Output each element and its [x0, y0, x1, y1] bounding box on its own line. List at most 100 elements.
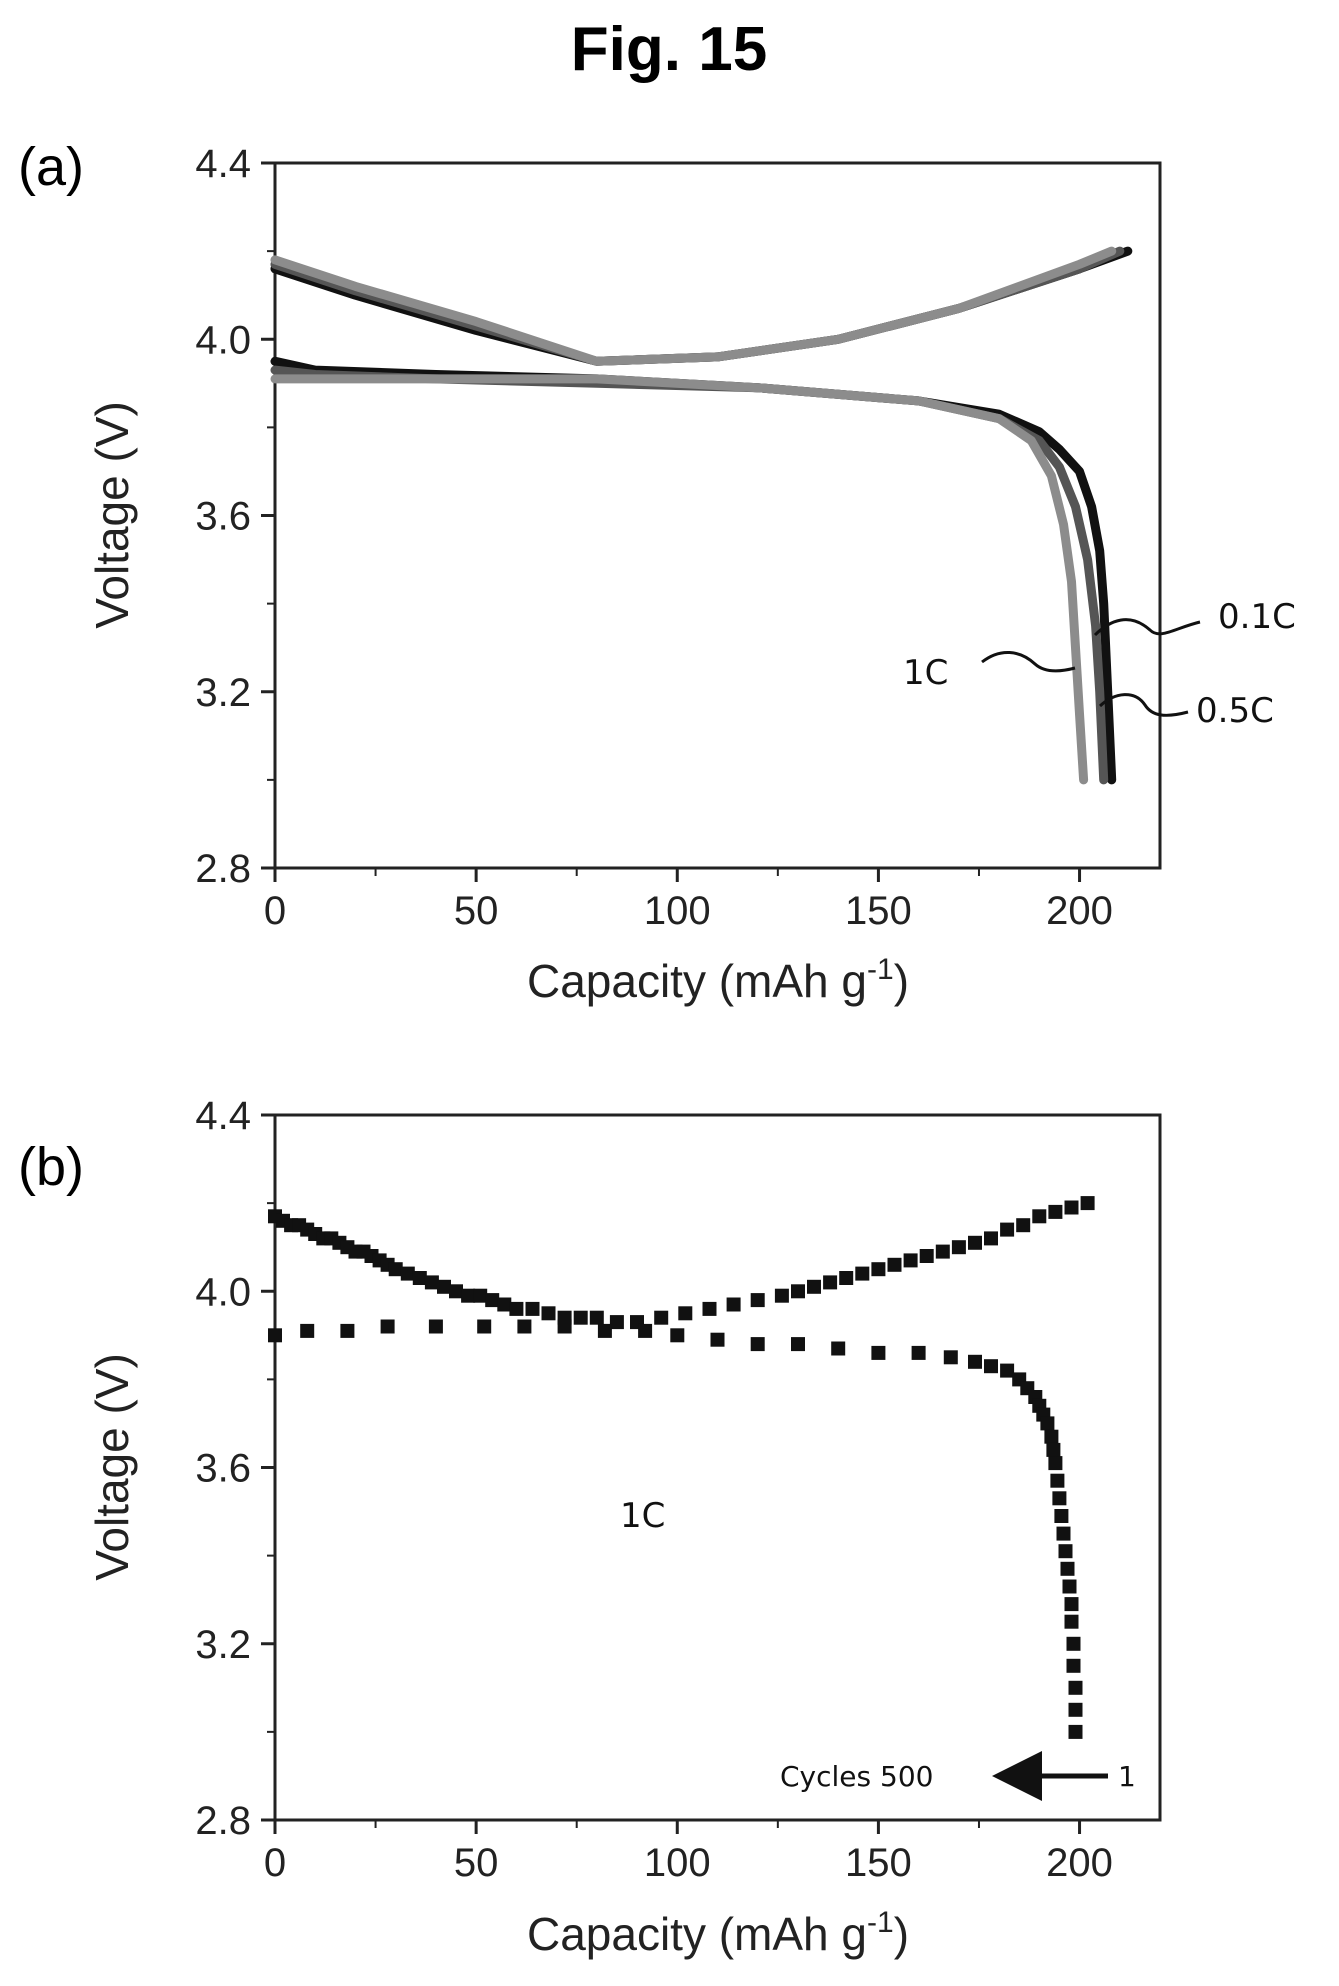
chart-panel-b: (b) 0 50 100 150 200 2.8 3.2 3.6 4.0 4.4 Voltage … [18, 1094, 1162, 1960]
point-charge-43 [855, 1266, 870, 1281]
x-tick-label-a-2: 100 [644, 889, 711, 933]
point-discharge-28 [1046, 1442, 1061, 1457]
point-discharge-14 [831, 1341, 846, 1356]
x-axis-label-a-end: ) [894, 955, 909, 1007]
point-charge-29 [573, 1310, 588, 1325]
leader-0-5c [1098, 693, 1189, 717]
y-tick-label-a-3: 4.0 [195, 318, 251, 362]
x-axis-label-a-sup: -1 [867, 953, 894, 986]
point-discharge-11 [710, 1332, 725, 1347]
plot-frame-a [273, 161, 1162, 870]
point-charge-50 [968, 1235, 982, 1250]
point-charge-56 [1064, 1200, 1079, 1215]
point-charge-40 [807, 1279, 821, 1294]
series-line-05C-discharge [270, 365, 1109, 785]
leader-1c [981, 651, 1076, 673]
y-tick-label-b-0: 2.8 [195, 1799, 251, 1843]
point-discharge-38 [1064, 1614, 1079, 1629]
point-charge-15 [388, 1262, 403, 1277]
point-discharge-27 [1044, 1429, 1059, 1444]
point-charge-35 [702, 1301, 717, 1316]
annotation-cycles-500: Cycles 500 [780, 1760, 933, 1793]
point-charge-45 [887, 1257, 902, 1272]
point-charge-38 [774, 1288, 789, 1303]
point-discharge-36 [1062, 1579, 1077, 1594]
point-discharge-20 [1000, 1363, 1015, 1378]
figure-title: Fig. 15 [571, 15, 767, 84]
point-discharge-5 [477, 1319, 492, 1334]
point-discharge-37 [1064, 1597, 1079, 1612]
point-charge-19 [437, 1279, 451, 1294]
x-axis-label-b-sup: -1 [867, 1906, 894, 1939]
y-tick-label-b-1: 3.2 [195, 1623, 251, 1667]
point-charge-37 [750, 1293, 765, 1308]
point-charge-30 [589, 1310, 604, 1325]
point-discharge-42 [1068, 1702, 1083, 1717]
point-discharge-41 [1068, 1680, 1083, 1695]
point-charge-24 [497, 1297, 512, 1312]
x-axis-label-b-end: ) [894, 1908, 909, 1960]
y-tick-label-a-4: 4.4 [195, 142, 251, 186]
point-charge-31 [609, 1315, 624, 1330]
point-discharge-8 [597, 1323, 612, 1338]
y-tick-label-b-2: 3.6 [195, 1447, 251, 1491]
point-discharge-33 [1056, 1526, 1071, 1541]
point-discharge-30 [1050, 1473, 1065, 1488]
y-tick-label-a-0: 2.8 [195, 847, 251, 891]
point-discharge-4 [428, 1319, 443, 1334]
point-discharge-12 [750, 1337, 765, 1352]
point-charge-47 [919, 1249, 934, 1263]
x-tick-label-a-1: 50 [454, 889, 499, 933]
x-axis-label-a-main: Capacity (mAh g [527, 955, 867, 1007]
point-discharge-7 [557, 1319, 572, 1334]
point-discharge-16 [911, 1345, 926, 1360]
point-charge-23 [485, 1293, 500, 1308]
point-charge-27 [541, 1306, 556, 1321]
point-charge-55 [1048, 1204, 1063, 1219]
x-tick-label-b-4: 200 [1046, 1841, 1113, 1885]
point-charge-33 [654, 1310, 669, 1325]
x-tick-label-a-3: 150 [845, 889, 912, 933]
point-discharge-1 [300, 1323, 315, 1338]
point-discharge-43 [1068, 1724, 1083, 1739]
axis-ticks-b: 0 50 100 150 200 2.8 3.2 3.6 4.0 4.4 [195, 1094, 1113, 1885]
point-discharge-17 [943, 1350, 958, 1365]
y-axis-label-b: Voltage (V) [86, 1353, 138, 1581]
y-axis-label-a: Voltage (V) [86, 401, 138, 629]
point-charge-22 [473, 1288, 488, 1303]
annotation-0-5c: 0.5C [1196, 691, 1274, 731]
point-charge-49 [951, 1240, 966, 1255]
point-charge-42 [839, 1271, 854, 1285]
point-charge-51 [984, 1231, 998, 1246]
point-charge-41 [823, 1275, 838, 1290]
point-discharge-3 [380, 1319, 395, 1334]
point-charge-20 [449, 1284, 463, 1299]
point-charge-16 [400, 1266, 415, 1281]
panel-label-b: (b) [18, 1137, 84, 1197]
point-discharge-31 [1052, 1491, 1067, 1506]
leader-0-1c [1093, 618, 1201, 637]
x-tick-label-a-4: 200 [1046, 889, 1113, 933]
point-discharge-9 [638, 1323, 653, 1338]
point-charge-21 [461, 1288, 476, 1303]
point-discharge-19 [984, 1359, 998, 1374]
chart-panel-a: (a) 0 50 100 150 200 2.8 3.2 3.6 4.0 4.4 Voltage … [18, 137, 1296, 1007]
x-axis-label-b: Capacity (mAh g-1) [527, 1906, 909, 1960]
point-discharge-34 [1058, 1544, 1073, 1559]
x-tick-label-b-3: 150 [845, 1841, 912, 1885]
y-tick-label-b-4: 4.4 [195, 1094, 251, 1138]
point-discharge-2 [340, 1323, 355, 1338]
point-charge-17 [412, 1271, 427, 1285]
point-charge-53 [1016, 1218, 1031, 1233]
annotation-cycle-1: 1 [1118, 1760, 1136, 1793]
y-tick-label-a-1: 3.2 [195, 671, 251, 715]
y-tick-label-b-3: 4.0 [195, 1270, 251, 1314]
series-group-a [270, 246, 1133, 785]
point-charge-57 [1080, 1196, 1095, 1211]
series-line-05C-charge [270, 246, 1125, 366]
x-tick-label-b-2: 100 [644, 1841, 711, 1885]
point-discharge-6 [517, 1319, 532, 1334]
axis-ticks-a: 0 50 100 150 200 2.8 3.2 3.6 4.0 4.4 [195, 142, 1113, 933]
annotation-0-1c: 0.1C [1218, 597, 1296, 637]
